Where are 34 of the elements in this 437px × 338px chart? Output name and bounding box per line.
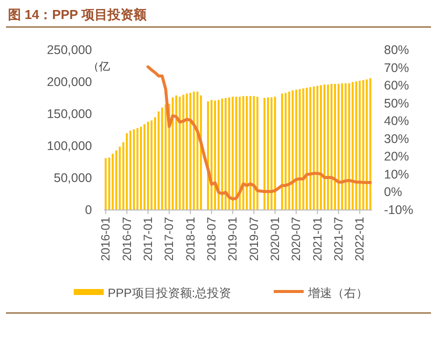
y-tick-label: 100,000 (46, 139, 92, 153)
x-tick-label: 2020-01 (268, 216, 282, 262)
x-tick-label: 2017-01 (141, 216, 156, 262)
x-tick-label: 2018-01 (183, 216, 198, 262)
x-tick-label: 2017-07 (162, 216, 176, 262)
x-tick-label: 2019-01 (226, 216, 240, 262)
line-series (146, 65, 372, 200)
y-tick-label: 50,000 (54, 171, 92, 185)
x-tick-label: 2019-07 (246, 216, 261, 262)
y-axis-title: （亿 (88, 61, 110, 73)
y2-tick-label: 20% (384, 150, 410, 164)
y2-tick-label: 50% (384, 96, 410, 110)
x-tick-label: 2018-07 (204, 216, 219, 262)
y2-tick-label: 80% (384, 43, 410, 57)
x-tick-label: 2021-07 (332, 216, 346, 262)
y-tick-label: 250,000 (46, 43, 92, 57)
y2-tick-label: 70% (384, 60, 410, 75)
x-tick-label: 2021-01 (310, 216, 324, 262)
x-tick-label: 2016-01 (98, 216, 113, 262)
y2-tick-label: -10% (384, 203, 414, 217)
y2-tick-label: 0% (384, 185, 402, 200)
y-tick-label: 150,000 (46, 107, 92, 121)
y2-tick-label: 30% (384, 132, 410, 146)
chart-title: 图 14：PPP 项目投资额 (8, 7, 148, 22)
y-tick-label: 200,000 (46, 75, 92, 89)
x-tick-label: 2020-07 (289, 216, 304, 262)
y2-tick-label: 60% (384, 78, 410, 93)
x-tick-label: 2016-07 (120, 216, 134, 262)
y2-tick-label: 10% (384, 167, 410, 182)
legend-label: 增速（右） (306, 286, 368, 300)
legend-label: PPP项目投资额:总投资 (108, 286, 232, 300)
y-tick-label: 0 (85, 203, 92, 217)
y2-tick-label: 40% (384, 114, 410, 128)
x-tick-label: 2022-01 (352, 216, 367, 262)
